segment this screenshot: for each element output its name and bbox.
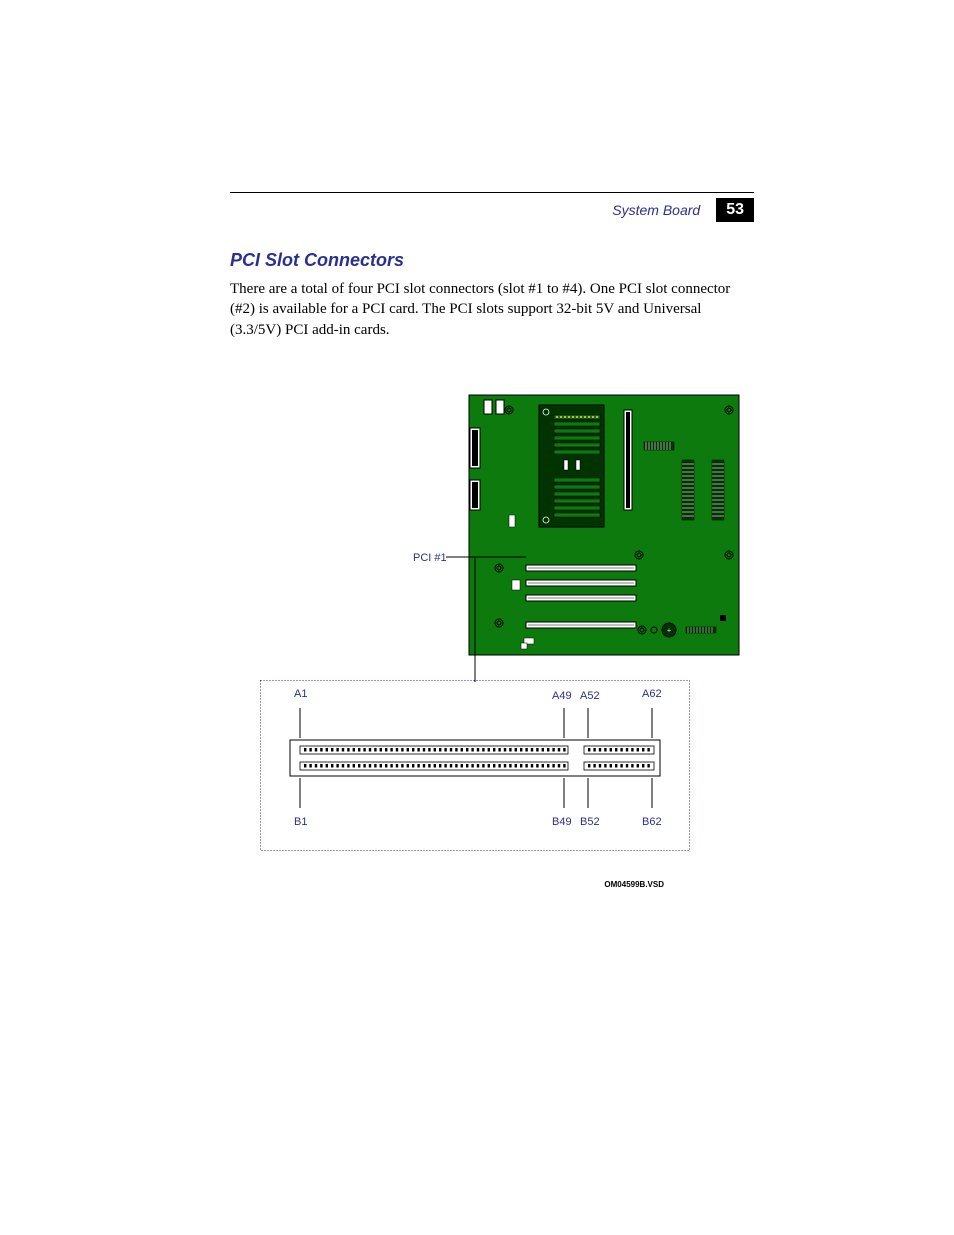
body-paragraph: There are a total of four PCI slot conne… (230, 279, 754, 340)
pin-label-b62: B62 (642, 816, 662, 828)
page-number: 53 (716, 198, 754, 222)
section-heading: PCI Slot Connectors (230, 250, 754, 271)
figure-id: OM04599B.VSD (604, 880, 664, 889)
page-header: System Board 53 (612, 198, 754, 222)
pin-label-b1: B1 (294, 816, 307, 828)
callout-label: PCI #1 (413, 552, 447, 564)
header-rule (230, 192, 754, 193)
pin-label-b52: B52 (580, 816, 600, 828)
page: System Board 53 PCI Slot Connectors Ther… (0, 0, 954, 1235)
pin-diagram-svg (260, 680, 690, 855)
pin-label-a62: A62 (642, 688, 662, 700)
header-title: System Board (612, 202, 700, 218)
pin-label-a1: A1 (294, 688, 307, 700)
pin-label-b49: B49 (552, 816, 572, 828)
pin-label-a52: A52 (580, 690, 600, 702)
svg-text:+: + (667, 626, 672, 635)
figure: PCI #1 (230, 390, 754, 910)
board-diagram: + (464, 390, 744, 660)
pin-label-a49: A49 (552, 690, 572, 702)
pin-diagram: A1 A49 A52 A62 B1 B49 B52 B62 (260, 680, 690, 860)
